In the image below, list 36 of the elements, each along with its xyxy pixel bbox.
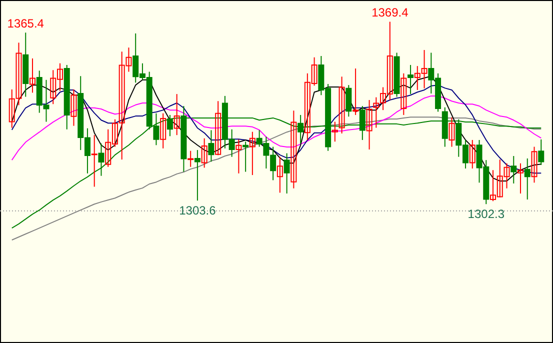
candlestick xyxy=(194,150,200,202)
candlestick xyxy=(346,84,352,118)
candlestick xyxy=(29,58,36,94)
candlestick xyxy=(242,141,249,172)
annotation: 1369.4 xyxy=(372,6,409,20)
annotation: 1303.6 xyxy=(179,204,216,218)
candlestick xyxy=(98,143,104,176)
candlestick xyxy=(352,68,359,116)
candlestick xyxy=(510,156,517,184)
candlestick xyxy=(448,116,455,148)
candlestick xyxy=(531,146,538,184)
candlestick xyxy=(538,138,544,166)
candlestick xyxy=(338,76,345,134)
candlestick xyxy=(201,138,208,168)
candlestick xyxy=(174,94,180,136)
candlestick xyxy=(249,131,256,176)
candlestick xyxy=(518,162,524,194)
candlestick xyxy=(215,100,222,156)
candlestick xyxy=(208,130,214,162)
candlestick xyxy=(91,134,98,188)
candlestick xyxy=(188,150,194,168)
candlestick xyxy=(284,152,290,194)
candlestick xyxy=(373,96,380,128)
candlestick xyxy=(160,112,166,149)
annotation: 1302.3 xyxy=(468,207,505,222)
candlestick xyxy=(366,100,372,150)
candlestick xyxy=(332,121,338,142)
candlestick xyxy=(524,158,530,200)
annotation: 1365.4 xyxy=(7,16,44,31)
candlestick xyxy=(236,138,242,174)
candlestick xyxy=(70,88,77,126)
candlestick xyxy=(469,139,476,170)
candlestick xyxy=(400,72,407,116)
candlestick xyxy=(408,64,414,95)
candlestick xyxy=(276,156,283,194)
candlestick xyxy=(290,110,297,189)
